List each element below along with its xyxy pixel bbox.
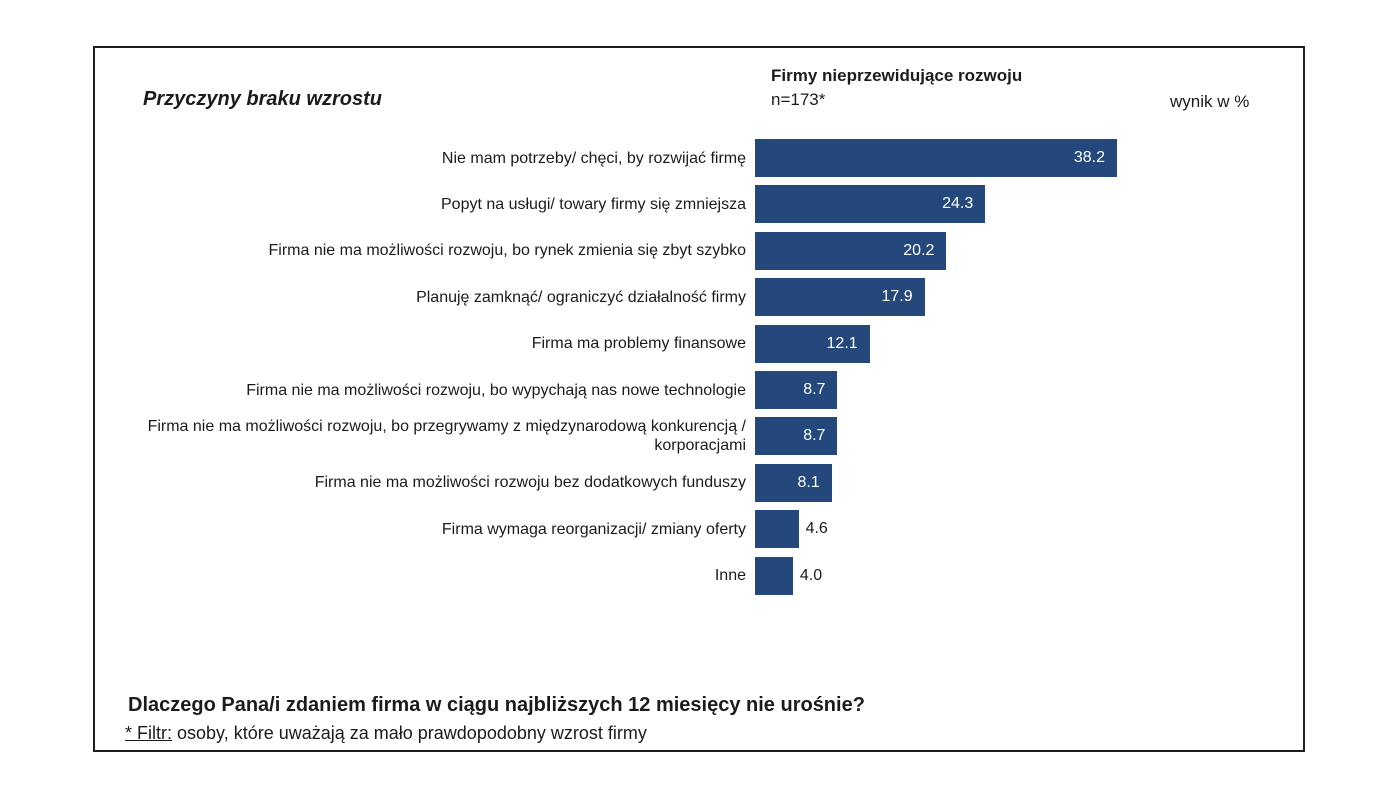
unit-label: wynik w %: [1170, 92, 1250, 111]
category-label: Firma ma problemy finansowe: [531, 335, 746, 353]
filter-key: * Filtr:: [125, 723, 172, 743]
category-label: Popyt na usługi/ towary firmy się zmniej…: [441, 195, 746, 213]
filter-text: osoby, które uważają za mało prawdopodob…: [172, 723, 647, 743]
bar-value-label: 8.7: [803, 427, 826, 445]
bar: [755, 463, 832, 502]
category-label: Firma nie ma możliwości rozwoju, bo ryne…: [268, 242, 746, 260]
bar: [755, 278, 925, 317]
bar-value-label: 12.1: [826, 334, 858, 352]
bar: [755, 556, 793, 595]
bar: [755, 510, 799, 549]
category-label: Nie mam potrzeby/ chęci, by rozwijać fir…: [441, 149, 746, 167]
bar-value-label: 8.1: [797, 473, 820, 491]
category-label: Inne: [714, 567, 746, 585]
category-label: Firma nie ma możliwości rozwoju bez doda…: [314, 474, 746, 492]
bar-value-label: 38.2: [1073, 149, 1105, 166]
chart-frame: [93, 46, 1305, 752]
bar-value-label: 8.7: [803, 381, 826, 398]
category-label: Firma nie ma możliwości rozwoju, bo wypy…: [246, 381, 746, 399]
bar: [755, 231, 947, 270]
bar-value-label: 4.6: [805, 520, 828, 538]
bar-value-label: 24.3: [942, 195, 974, 213]
survey-question: Dlaczego Pana/i zdaniem firma w ciągu na…: [128, 694, 865, 716]
bar: [755, 417, 838, 456]
group-label: Firmy nieprzewidujące rozwoju: [771, 66, 1023, 85]
bar-value-label: 20.2: [903, 241, 935, 259]
category-label: Planuję zamknąć/ ograniczyć działalność …: [416, 288, 746, 306]
bar: [755, 371, 838, 409]
sample-size: n=173*: [771, 90, 826, 109]
bar: [755, 185, 986, 224]
bar-value-label: 17.9: [881, 288, 913, 306]
bar: [755, 139, 1117, 177]
bar-value-label: 4.0: [799, 566, 823, 584]
category-label: Firma nie ma możliwości rozwoju, bo prze…: [147, 418, 746, 455]
bar: [755, 324, 870, 363]
category-label: Firma wymaga reorganizacji/ zmiany ofert…: [441, 520, 746, 538]
filter-note: * Filtr: osoby, które uważają za mało pr…: [125, 723, 647, 744]
chart-title: Przyczyny braku wzrostu: [143, 88, 382, 110]
